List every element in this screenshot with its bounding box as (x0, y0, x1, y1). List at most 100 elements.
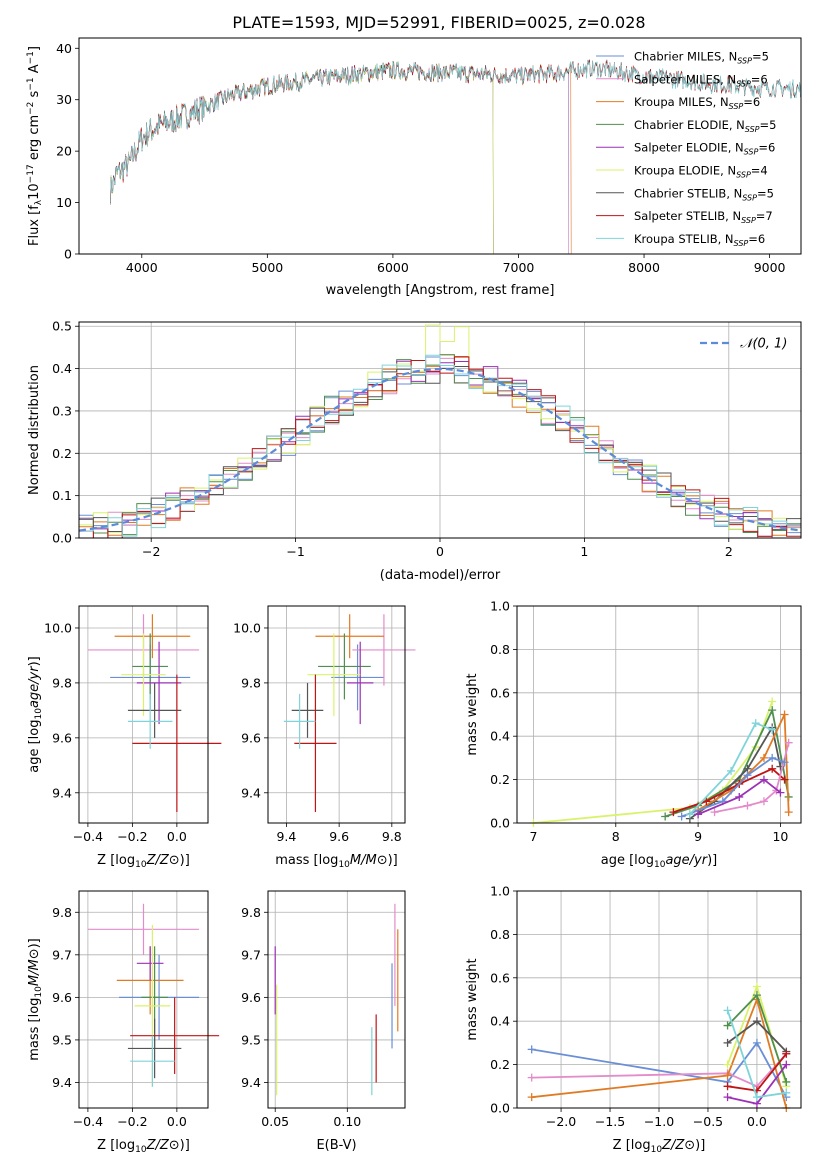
y-tick-label: 10 (56, 195, 72, 210)
x-tick-label: 0.10 (333, 1114, 361, 1129)
weight-marker-chabrier_elodie (768, 706, 777, 715)
axes-frame (78, 37, 802, 255)
legend-label-kroupa_miles: Kroupa MILES, NSSP=6 (634, 95, 760, 111)
y-tick-label: 0.8 (490, 642, 510, 657)
legend-label-salpeter_miles: Salpeter MILES, NSSP=6 (634, 72, 768, 88)
y-tick-label: 9.7 (241, 947, 261, 962)
y-axis-label: mass weight (465, 673, 480, 755)
weight-marker-kroupa_miles (784, 808, 793, 817)
y-tick-label: 9.6 (241, 730, 261, 745)
y-tick-label: 9.5 (52, 1032, 72, 1047)
y-tick-label: 0.4 (52, 361, 72, 376)
histogram-salpeter_elodie (79, 360, 801, 538)
spectrum-lines (110, 59, 801, 254)
weight-marker-salpeter_elodie (759, 775, 768, 784)
normal-curve (79, 367, 801, 532)
y-tick-label: 0.6 (490, 685, 510, 700)
weight-line-salpeter_elodie (697, 778, 781, 816)
weight-marker-chabrier_stelib (723, 1038, 732, 1047)
axes-spectrum: 4000 5000 6000 7000 8000 9000 0 10 20 30 40 wavelen… (26, 37, 802, 298)
axes-frame (78, 321, 802, 539)
y-tick-label: 1.0 (490, 884, 510, 899)
weight-marker-chabrier_miles (780, 758, 789, 767)
y-tick-label: 10.0 (233, 620, 261, 635)
axes-mass_vs_ebv: 0.05 0.10 9.4 9.5 9.6 9.7 9.8 E(B-V) (241, 890, 406, 1153)
x-tick-label: 9.6 (329, 829, 349, 844)
weight-marker-salpeter_stelib (782, 1049, 791, 1058)
legend-label-kroupa_elodie: Kroupa ELODIE, NSSP=4 (634, 164, 768, 180)
axes-frame (267, 605, 406, 824)
x-tick-label: 2 (725, 544, 733, 559)
axis-label: age [log10age/yr)] (27, 656, 44, 773)
y-tick-label: 9.5 (241, 1032, 261, 1047)
weight-marker-kroupa_stelib (782, 1088, 791, 1097)
y-tick-label: 0.2 (490, 1057, 510, 1072)
weight-marker-kroupa_stelib (751, 719, 760, 728)
weight-line-chabrier_elodie (664, 707, 790, 818)
y-tick-label: 9.7 (52, 947, 72, 962)
y-tick-label: 40 (56, 41, 72, 56)
spectrum-line-kroupa_stelib (110, 60, 801, 203)
axis-label: mass [log10M/M⊙)] (27, 938, 44, 1061)
spectrum-line-salpeter_elodie (110, 60, 494, 254)
x-tick-label: −2 (142, 544, 160, 559)
x-tick-label: −2.0 (546, 1114, 576, 1129)
weight-marker-chabrier_miles (768, 753, 777, 762)
spectrum-line-chabrier_elodie (110, 61, 494, 254)
y-tick-label: 0.0 (490, 1101, 510, 1116)
legend-label-chabrier_stelib: Chabrier STELIB, NSSP=5 (634, 186, 774, 202)
x-tick-label: 0.0 (747, 1114, 767, 1129)
x-tick-label: 9.8 (382, 829, 402, 844)
axes-weight_vs_age: 7 8 9 10 0.0 0.2 0.4 0.6 0.8 1.0 mass weight age [l… (465, 599, 802, 870)
x-tick-label: −1 (286, 544, 304, 559)
legend-label-salpeter_elodie: Salpeter ELODIE, NSSP=6 (634, 141, 775, 157)
x-tick-label: −1.0 (644, 1114, 674, 1129)
axis-label: age [log10age/yr)] (601, 853, 718, 870)
axes-frame (78, 890, 209, 1109)
figure-title: PLATE=1593, MJD=52991, FIBERID=0025, z=0… (232, 13, 645, 32)
x-tick-label: −1.5 (595, 1114, 625, 1129)
y-tick-label: 9.4 (52, 1075, 72, 1090)
axes-frame (516, 605, 802, 824)
x-tick-label: −0.4 (73, 1114, 103, 1129)
weight-marker-kroupa_elodie (752, 982, 761, 991)
weight-marker-kroupa_miles (780, 710, 789, 719)
y-tick-label: 20 (56, 144, 72, 159)
y-tick-label: 9.8 (241, 675, 261, 690)
x-tick-label: 6000 (377, 260, 409, 275)
y-tick-label: 9.8 (241, 905, 261, 920)
x-tick-label: 0.05 (261, 1114, 289, 1129)
weight-marker-kroupa_stelib (768, 725, 777, 734)
x-tick-label: 8 (612, 829, 620, 844)
y-tick-label: 9.8 (52, 675, 72, 690)
y-tick-label: 9.6 (52, 730, 72, 745)
weight-marker-salpeter_elodie (735, 792, 744, 801)
y-tick-label: 0.2 (52, 446, 72, 461)
x-tick-label: 9 (694, 829, 702, 844)
x-axis-label: E(B-V) (316, 1138, 356, 1153)
axes-age_vs_mass: 9.4 9.6 9.8 9.4 9.6 9.8 10.0 mass [log10M/M⊙)] (233, 605, 416, 870)
weight-marker-kroupa_stelib (727, 766, 736, 775)
spectrum-line-chabrier_miles (110, 62, 569, 254)
y-tick-label: 9.4 (241, 1075, 261, 1090)
weight-marker-kroupa_stelib (752, 1093, 761, 1102)
spectrum-line-kroupa_miles (110, 61, 572, 254)
spectrum-line-kroupa_elodie (110, 60, 494, 254)
y-axis-label: Normed distribution (27, 365, 42, 495)
legend-label-chabrier_miles: Chabrier MILES, NSSP=5 (634, 50, 769, 66)
axes-frame (267, 890, 406, 1109)
weight-marker-salpeter_stelib (723, 1082, 732, 1091)
y-tick-label: 0.2 (490, 772, 510, 787)
y-tick-label: 9.6 (52, 990, 72, 1005)
weight-line-salpeter_miles (531, 1053, 787, 1088)
weight-marker-chabrier_elodie (661, 812, 670, 821)
legend-label-chabrier_elodie: Chabrier ELODIE, NSSP=5 (634, 118, 776, 134)
histogram-salpeter_stelib (79, 356, 801, 538)
weight-marker-chabrier_elodie (752, 991, 761, 1000)
y-tick-label: 0.0 (52, 531, 72, 546)
y-axis-label: Flux [fλ10−17 erg cm−2 s−1 A−1] (26, 46, 44, 246)
weight-marker-chabrier_miles (527, 1045, 536, 1054)
weight-marker-chabrier_stelib (752, 1017, 761, 1026)
legend-normal-label: 𝒩(0, 1) (740, 337, 787, 352)
y-axis-label: mass weight (465, 958, 480, 1040)
